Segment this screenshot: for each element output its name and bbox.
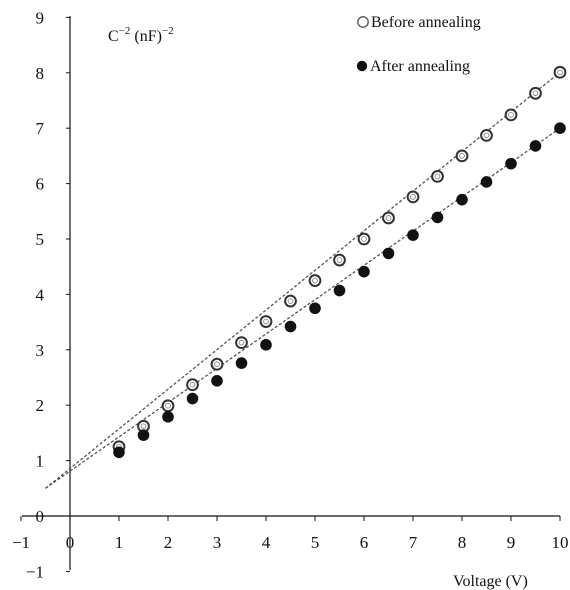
data-point-before-inner [557, 69, 563, 76]
axes [22, 16, 560, 570]
x-tick-label: 1 [115, 533, 124, 552]
y-tick-label: 0 [36, 507, 45, 526]
data-point-after [529, 140, 542, 152]
data-point-before-inner [140, 423, 147, 430]
x-tick-label: 4 [262, 533, 271, 552]
y-tick-label: 9 [36, 8, 45, 27]
data-point-before [284, 294, 297, 308]
data-point-before [382, 211, 395, 225]
data-point-after [235, 357, 248, 369]
data-point-after [113, 446, 125, 459]
data-point-before-inner [459, 153, 465, 159]
y-tick-label: −1 [26, 562, 44, 581]
data-point-after [456, 193, 468, 206]
legend-marker-after [356, 60, 368, 72]
y-tick-label: 4 [36, 285, 45, 304]
y-tick-label: 5 [36, 230, 45, 249]
x-tick-label: 9 [507, 533, 516, 552]
data-point-before [529, 86, 542, 100]
y-tick-label: 8 [36, 64, 45, 83]
data-point-before [259, 315, 273, 328]
fit-lines [45, 71, 561, 489]
y-tick-label: 6 [36, 175, 45, 194]
y-tick-label: 7 [36, 119, 45, 138]
fit-line-series-0 [45, 71, 561, 489]
x-ticks: −1 0 1 2 3 4 5 6 7 8 9 10 [12, 516, 569, 552]
y-label-exp1: −2 [119, 25, 131, 37]
data-point-after [480, 176, 493, 188]
y-ticks: −1 0 1 2 3 4 5 6 7 8 9 [26, 8, 70, 581]
x-tick-label: 7 [409, 533, 418, 552]
x-tick-label: 0 [66, 533, 75, 552]
data-point-after [333, 284, 346, 297]
data-point-after [260, 339, 272, 351]
y-tick-label: 3 [36, 341, 45, 360]
data-point-after [309, 302, 321, 315]
data-point-after [431, 211, 444, 224]
x-tick-label: 6 [360, 533, 369, 552]
data-point-before [186, 378, 199, 392]
data-point-after [505, 157, 517, 170]
x-tick-label: 3 [213, 533, 222, 552]
data-point-before-inner [361, 236, 367, 242]
legend-marker-before [357, 16, 369, 28]
data-point-before-inner [238, 339, 245, 346]
data-point-before-inner [165, 402, 171, 409]
data-point-before-inner [532, 90, 539, 97]
x-axis-label: Voltage (V) [453, 573, 528, 590]
data-point-after [284, 320, 297, 333]
data-point-before [357, 232, 371, 246]
data-point-before [406, 190, 420, 204]
data-point-before [504, 108, 518, 122]
data-point-before-inner [336, 257, 343, 263]
data-point-before-inner [263, 318, 269, 325]
legend: Before annealing After annealing [356, 14, 481, 75]
data-markers [112, 65, 567, 459]
data-point-after [358, 265, 370, 278]
y-label-base: C [108, 28, 119, 45]
data-point-before-inner [189, 381, 196, 388]
data-point-before [161, 399, 175, 413]
data-point-before-inner [508, 112, 514, 118]
data-point-before-inner [434, 173, 441, 180]
data-point-before [210, 357, 224, 371]
y-label-exp2: −2 [162, 25, 174, 37]
data-point-after [186, 392, 199, 405]
data-point-after [137, 429, 150, 441]
data-point-before [553, 65, 567, 79]
data-point-before [480, 129, 493, 142]
x-tick-label: 10 [552, 533, 569, 552]
data-point-after [211, 375, 223, 387]
x-tick-label: 2 [164, 533, 173, 552]
y-axis-label: C−2 (nF)−2 [108, 25, 174, 45]
data-point-before [308, 274, 322, 287]
data-point-after [162, 411, 174, 423]
data-point-after [382, 247, 395, 260]
data-point-before-inner [385, 215, 392, 221]
data-point-before-inner [312, 277, 318, 284]
data-point-before [431, 169, 444, 183]
data-point-after [407, 229, 419, 241]
y-label-mid: (nF) [130, 28, 162, 45]
data-point-before-inner [483, 132, 490, 139]
data-point-before-inner [410, 194, 416, 200]
data-point-before [455, 149, 469, 163]
data-point-before-inner [287, 298, 294, 304]
legend-label-before: Before annealing [371, 14, 481, 31]
y-tick-label: 1 [36, 452, 45, 471]
data-point-before [235, 336, 248, 349]
data-point-after [554, 122, 566, 134]
x-tick-label: 5 [311, 533, 320, 552]
legend-label-after: After annealing [370, 58, 470, 75]
x-tick-label: 8 [458, 533, 467, 552]
x-tick-label: −1 [12, 533, 30, 552]
y-tick-label: 2 [36, 396, 45, 415]
data-point-before [333, 253, 346, 267]
data-point-before-inner [214, 361, 220, 368]
